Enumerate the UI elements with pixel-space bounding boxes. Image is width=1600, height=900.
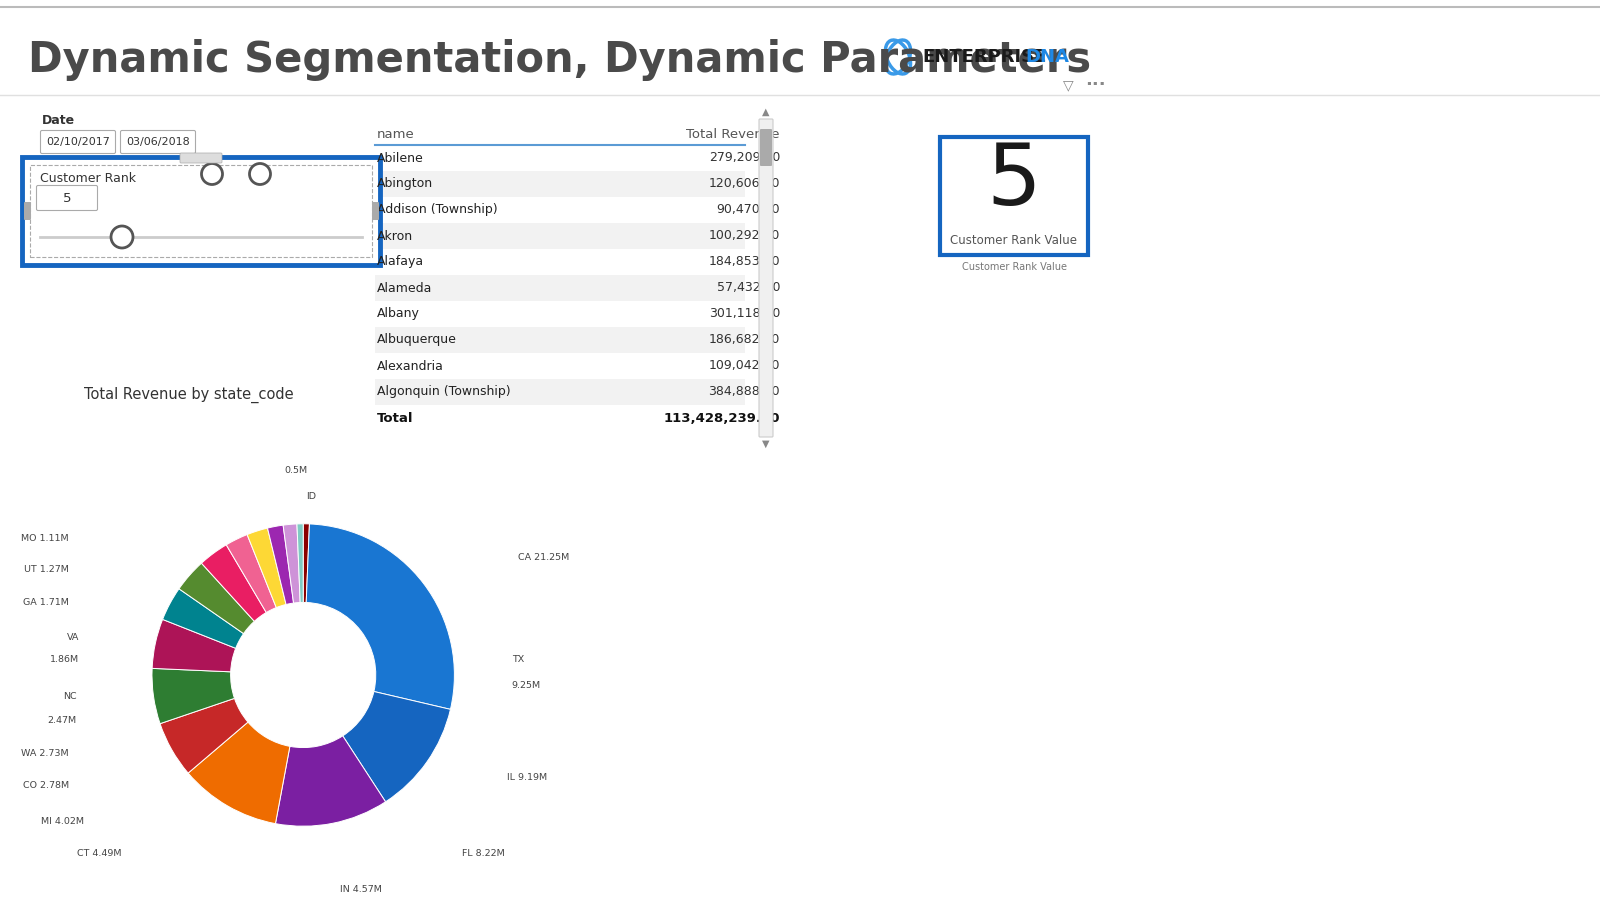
Text: Alexandria: Alexandria — [378, 359, 443, 373]
Text: NC: NC — [62, 692, 77, 701]
Text: 100,292.30: 100,292.30 — [709, 230, 781, 242]
Text: ⊡: ⊡ — [360, 167, 370, 177]
Text: CO 2.78M: CO 2.78M — [22, 781, 69, 790]
Text: 109,042.50: 109,042.50 — [709, 359, 781, 373]
Wedge shape — [226, 535, 277, 613]
Wedge shape — [275, 736, 386, 826]
Wedge shape — [246, 528, 286, 608]
Text: Akron: Akron — [378, 230, 413, 242]
Text: Customer Rank Value: Customer Rank Value — [962, 262, 1067, 272]
Wedge shape — [152, 669, 235, 724]
Text: MO 1.11M: MO 1.11M — [21, 535, 69, 544]
Text: UT 1.27M: UT 1.27M — [24, 564, 69, 573]
Text: Total Revenue: Total Revenue — [686, 129, 781, 141]
Text: 120,606.70: 120,606.70 — [709, 177, 781, 191]
FancyBboxPatch shape — [374, 223, 746, 249]
Text: 5: 5 — [987, 140, 1042, 223]
FancyBboxPatch shape — [22, 157, 381, 265]
Text: 03/06/2018: 03/06/2018 — [126, 137, 190, 147]
Text: Albuquerque: Albuquerque — [378, 334, 458, 346]
Text: ▲: ▲ — [762, 107, 770, 117]
Text: GA 1.71M: GA 1.71M — [22, 598, 69, 607]
Wedge shape — [152, 619, 235, 671]
Circle shape — [110, 226, 133, 248]
Wedge shape — [202, 544, 266, 621]
Text: 5: 5 — [62, 192, 72, 204]
FancyBboxPatch shape — [40, 130, 115, 154]
Text: VA: VA — [67, 633, 80, 642]
Text: Abington: Abington — [378, 177, 434, 191]
Text: CT 4.49M: CT 4.49M — [77, 849, 122, 858]
Circle shape — [202, 164, 222, 184]
Wedge shape — [160, 698, 248, 773]
Text: CA 21.25M: CA 21.25M — [518, 553, 570, 562]
Text: DNA: DNA — [1026, 48, 1069, 66]
Text: Addison (Township): Addison (Township) — [378, 203, 498, 217]
FancyBboxPatch shape — [120, 130, 195, 154]
Text: Date: Date — [42, 113, 75, 127]
Wedge shape — [302, 524, 309, 602]
Text: 186,682.10: 186,682.10 — [709, 334, 781, 346]
Text: 113,428,239.60: 113,428,239.60 — [664, 411, 781, 425]
Text: TX: TX — [512, 655, 525, 664]
Wedge shape — [283, 524, 301, 603]
Text: Customer Rank: Customer Rank — [40, 173, 136, 185]
Text: 0.5M: 0.5M — [285, 466, 307, 475]
FancyBboxPatch shape — [37, 185, 98, 211]
Text: Alafaya: Alafaya — [378, 256, 424, 268]
Text: ID: ID — [306, 492, 315, 501]
Text: Total: Total — [378, 411, 413, 425]
FancyBboxPatch shape — [760, 129, 771, 166]
Text: IN 4.57M: IN 4.57M — [339, 886, 381, 895]
Text: FL 8.22M: FL 8.22M — [462, 849, 504, 858]
Wedge shape — [267, 525, 293, 605]
Text: ▼: ▼ — [762, 439, 770, 449]
Text: 1.86M: 1.86M — [50, 655, 80, 664]
Text: name: name — [378, 129, 414, 141]
Text: 384,888.20: 384,888.20 — [709, 385, 781, 399]
Text: Algonquin (Township): Algonquin (Township) — [378, 385, 510, 399]
Wedge shape — [342, 691, 451, 802]
Circle shape — [250, 164, 270, 184]
Wedge shape — [163, 589, 243, 648]
FancyBboxPatch shape — [758, 119, 773, 437]
Text: 90,470.10: 90,470.10 — [717, 203, 781, 217]
Wedge shape — [306, 524, 454, 709]
Wedge shape — [189, 722, 290, 824]
Text: ···: ··· — [1085, 76, 1106, 94]
Text: WA 2.73M: WA 2.73M — [21, 749, 69, 758]
FancyBboxPatch shape — [371, 202, 379, 220]
Text: ▽: ▽ — [339, 167, 349, 177]
Text: 57,432.40: 57,432.40 — [717, 282, 781, 294]
Text: 301,118.10: 301,118.10 — [709, 308, 781, 320]
Text: 279,209.10: 279,209.10 — [709, 151, 781, 165]
FancyBboxPatch shape — [374, 327, 746, 353]
Text: 184,853.00: 184,853.00 — [709, 256, 781, 268]
Text: Dynamic Segmentation, Dynamic Parameters: Dynamic Segmentation, Dynamic Parameters — [29, 39, 1091, 81]
Text: Alameda: Alameda — [378, 282, 432, 294]
Text: Customer Rank Value: Customer Rank Value — [950, 233, 1077, 247]
Text: Abilene: Abilene — [378, 151, 424, 165]
FancyBboxPatch shape — [30, 165, 371, 257]
Text: Albany: Albany — [378, 308, 419, 320]
Text: 02/10/2017: 02/10/2017 — [46, 137, 110, 147]
FancyBboxPatch shape — [941, 137, 1088, 255]
Text: Total Revenue by state_code: Total Revenue by state_code — [83, 387, 293, 403]
FancyBboxPatch shape — [374, 379, 746, 405]
FancyBboxPatch shape — [374, 275, 746, 301]
Wedge shape — [298, 524, 304, 602]
Text: MI 4.02M: MI 4.02M — [42, 817, 83, 826]
Text: ▽: ▽ — [1062, 78, 1074, 92]
Text: 2.47M: 2.47M — [48, 716, 77, 724]
FancyBboxPatch shape — [24, 202, 30, 220]
FancyBboxPatch shape — [179, 153, 222, 163]
Text: IL 9.19M: IL 9.19M — [507, 773, 547, 782]
Text: 9.25M: 9.25M — [512, 681, 541, 690]
Wedge shape — [179, 563, 254, 634]
Text: ENTERPRISE: ENTERPRISE — [922, 48, 1046, 66]
FancyBboxPatch shape — [374, 171, 746, 197]
